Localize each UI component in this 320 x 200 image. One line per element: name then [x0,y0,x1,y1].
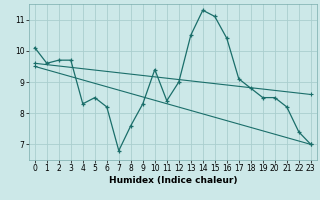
X-axis label: Humidex (Indice chaleur): Humidex (Indice chaleur) [108,176,237,185]
